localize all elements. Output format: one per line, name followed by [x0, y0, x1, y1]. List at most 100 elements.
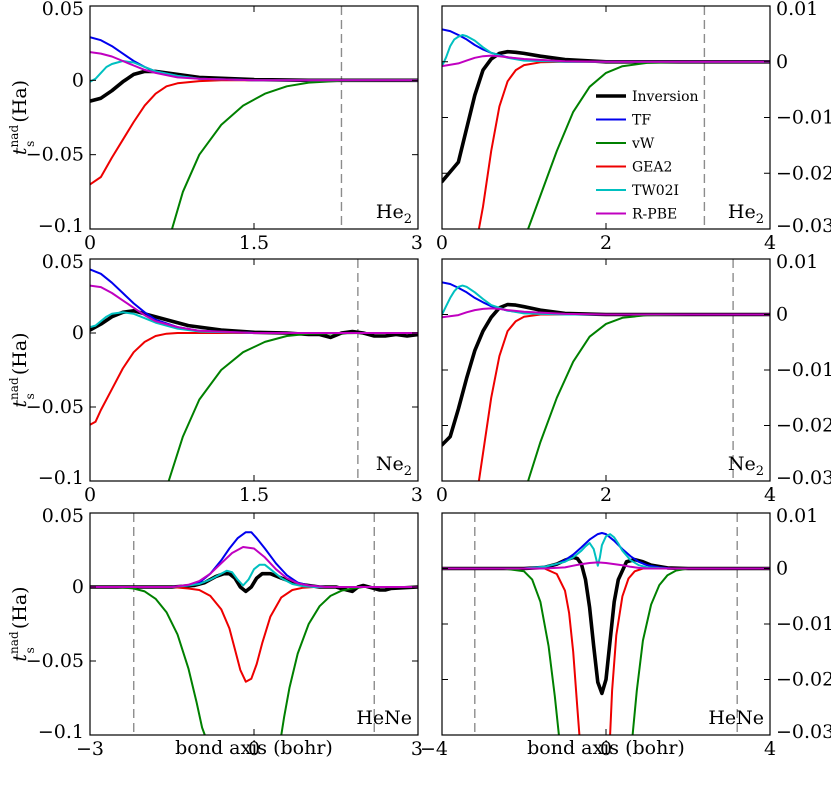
series-group	[442, 281, 770, 481]
x-tick-label: 0	[436, 232, 448, 254]
y-tick-label: −0.1	[38, 467, 84, 489]
x-tick-label: 3	[411, 232, 423, 254]
x-tick-label: 4	[764, 484, 776, 506]
y-tick-label: 0.05	[42, 0, 84, 20]
y-tick-label: −0.02	[776, 162, 831, 184]
system-name: HeNe	[356, 707, 412, 729]
y-axis-label-subscript: s	[23, 141, 37, 147]
y-tick-label: −0.05	[26, 144, 84, 166]
y-tick-label: 0	[72, 576, 84, 598]
y-axis-label-superscript: nad	[7, 377, 21, 400]
legend-label: Inversion	[632, 89, 699, 105]
axes-frame	[89, 258, 419, 482]
y-axis-label-superscript: nad	[7, 631, 21, 654]
y-tick-label: 0.01	[776, 251, 818, 273]
series-line-inversion	[90, 571, 418, 594]
series-group	[442, 532, 770, 735]
system-label: He2	[376, 201, 412, 227]
axes-frame	[89, 512, 419, 736]
y-tick-label: −0.1	[38, 215, 84, 237]
system-name: He	[728, 201, 756, 223]
y-tick-label: 0	[776, 304, 788, 326]
series-line-r-pbe	[90, 284, 418, 334]
axes-frame	[89, 5, 419, 230]
y-axis-label-symbol: t	[9, 147, 31, 155]
y-axis-label-symbol: t	[9, 654, 31, 662]
y-axis-label-subscript: s	[23, 393, 37, 399]
series-group	[442, 28, 770, 229]
y-tick-label: −0.05	[26, 650, 84, 672]
panel-middle-left: 0 1.5 3 0.05 0 −0.05 −0.1 Ne2 tnad s (Ha)	[7, 251, 423, 506]
x-tick-label: 0	[248, 738, 260, 760]
x-tick-label: 0	[600, 738, 612, 760]
y-axis-label: tnad s (Ha)	[7, 332, 37, 407]
axes-frame	[441, 512, 771, 736]
x-tick-label: 0	[84, 484, 96, 506]
series-line-tw02i	[442, 34, 770, 68]
series-group	[90, 36, 418, 229]
y-tick-label: −0.1	[38, 721, 84, 743]
y-axis-label: tnad s (Ha)	[7, 586, 37, 661]
series-line-inversion	[442, 49, 770, 184]
x-tick-label: 3	[411, 484, 423, 506]
legend-label: vW	[631, 136, 655, 152]
y-axis-label-unit: (Ha)	[9, 80, 31, 129]
system-subscript: 2	[756, 212, 764, 227]
series-line-gea2	[90, 79, 418, 186]
y-tick-label: −0.02	[776, 669, 831, 691]
series-line-tf	[90, 531, 418, 588]
series-group	[90, 268, 418, 481]
legend-label: GEA2	[632, 160, 672, 176]
x-tick-label: 1.5	[239, 484, 269, 506]
y-tick-label: 0	[72, 69, 84, 91]
y-tick-label: 0.05	[42, 505, 84, 527]
x-tick-label: 1.5	[239, 232, 269, 254]
system-name: HeNe	[708, 707, 764, 729]
y-axis-label-symbol: t	[9, 400, 31, 408]
x-tick-label: 3	[411, 738, 423, 760]
x-tick-label: 4	[764, 232, 776, 254]
system-label: He2	[728, 201, 764, 227]
y-tick-label: 0.01	[776, 505, 818, 527]
y-tick-label: −0.01	[776, 359, 831, 381]
system-name: Ne	[376, 453, 404, 475]
series-line-tw02i	[442, 284, 770, 316]
series-line-tf	[442, 281, 770, 316]
legend: Inversion TF vW GEA2 TW02I R-PBE	[596, 89, 699, 223]
system-subscript: 2	[756, 464, 764, 479]
y-tick-label: −0.05	[26, 396, 84, 418]
x-axis-label: bond axis (bohr)	[527, 737, 685, 759]
panel-top-left: 0 1.5 3 0.05 0 −0.05 −0.1 He2 tnad s (Ha)	[7, 0, 423, 254]
y-axis-label: tnad s (Ha)	[7, 80, 37, 155]
series-line-gea2	[90, 332, 418, 426]
axes-frame	[441, 258, 771, 482]
series-line-inversion	[442, 302, 770, 447]
y-tick-label: −0.03	[776, 721, 831, 743]
series-line-r-pbe	[90, 546, 418, 588]
y-tick-label: 0	[776, 558, 788, 580]
y-tick-label: −0.01	[776, 107, 831, 129]
y-axis-label-superscript: nad	[7, 125, 21, 148]
x-tick-label: 2	[600, 232, 612, 254]
series-group	[90, 531, 418, 735]
system-label: HeNe	[356, 707, 412, 729]
system-subscript: 2	[404, 212, 412, 227]
y-tick-label: −0.01	[776, 613, 831, 635]
x-tick-label: 4	[764, 738, 776, 760]
series-line-inversion	[442, 555, 770, 696]
series-line-r-pbe	[442, 561, 770, 570]
series-line-r-pbe	[442, 307, 770, 319]
series-line-vw	[171, 79, 418, 229]
series-line-tw02i	[90, 563, 418, 588]
system-label: Ne2	[376, 453, 412, 479]
series-line-r-pbe	[442, 54, 770, 68]
y-tick-label: 0.01	[776, 0, 818, 20]
panel-bottom-right: −4 0 4 0.01 0 −0.01 −0.02 −0.03 HeNe bond axis (b…	[420, 505, 831, 760]
system-label: Ne2	[728, 453, 764, 479]
series-line-inversion	[90, 69, 418, 103]
y-tick-label: 0	[72, 322, 84, 344]
x-tick-label: 0	[84, 232, 96, 254]
